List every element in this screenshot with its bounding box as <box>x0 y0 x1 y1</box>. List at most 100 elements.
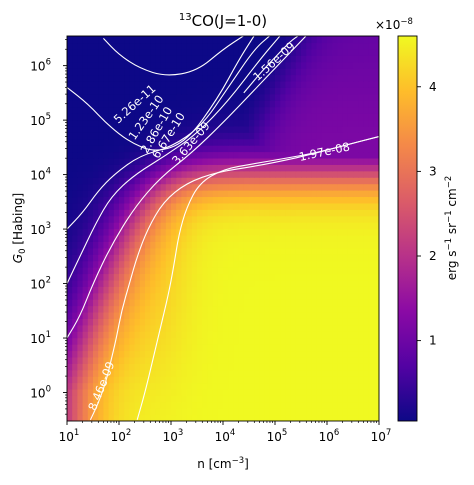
heatmap-cell <box>223 344 229 352</box>
heatmap-cell <box>93 369 99 377</box>
heatmap-cell <box>233 260 240 268</box>
heatmap-cell <box>212 267 219 275</box>
heatmap-cell <box>363 196 370 204</box>
heatmap-cell <box>155 145 162 153</box>
heatmap-cell <box>363 68 370 76</box>
heatmap-cell <box>238 74 245 82</box>
heatmap-cell <box>337 247 344 255</box>
heatmap-cell <box>332 369 338 377</box>
heatmap-cell <box>93 215 99 223</box>
heatmap-cell <box>207 247 214 255</box>
heatmap-cell <box>103 331 110 339</box>
heatmap-cell <box>207 292 214 300</box>
heatmap-cell <box>160 376 167 384</box>
heatmap-cell <box>342 61 349 69</box>
heatmap-cell <box>197 369 203 377</box>
heatmap-cell <box>119 209 125 217</box>
heatmap-cell <box>98 363 104 371</box>
y-tick-label-6: 106 <box>30 58 51 74</box>
heatmap-cell <box>103 145 110 153</box>
heatmap-cell <box>301 292 307 300</box>
heatmap-cell <box>373 356 379 364</box>
heatmap-cell <box>113 170 120 178</box>
heatmap-cell <box>72 113 78 121</box>
heatmap-cell <box>202 106 208 114</box>
heatmap-cell <box>238 138 245 146</box>
heatmap-cell <box>238 279 245 287</box>
heatmap-cell <box>87 157 94 165</box>
heatmap-cell <box>342 267 349 275</box>
heatmap-cell <box>160 344 167 352</box>
heatmap-cell <box>332 363 338 371</box>
heatmap-cell <box>275 74 281 82</box>
heatmap-cell <box>363 260 370 268</box>
heatmap-cell <box>113 401 120 409</box>
heatmap-cell <box>249 311 255 319</box>
heatmap-cell <box>280 344 286 352</box>
heatmap-cell <box>77 196 84 204</box>
heatmap-cell <box>217 395 224 403</box>
heatmap-cell <box>259 151 266 159</box>
heatmap-cell <box>249 202 255 210</box>
heatmap-cell <box>327 311 333 319</box>
heatmap-cell <box>347 311 354 319</box>
heatmap-cell <box>290 106 297 114</box>
heatmap-cell <box>285 331 292 339</box>
heatmap-cell <box>150 408 156 416</box>
heatmap-cell <box>368 209 375 217</box>
heatmap-cell <box>160 260 167 268</box>
heatmap-cell <box>342 337 349 345</box>
heatmap-cell <box>202 369 208 377</box>
heatmap-cell <box>249 74 255 82</box>
heatmap-cell <box>124 202 130 210</box>
heatmap-cell <box>139 222 146 230</box>
heatmap-cell <box>353 42 359 50</box>
heatmap-cell <box>347 177 354 185</box>
heatmap-cell <box>342 74 349 82</box>
heatmap-cell <box>139 125 146 133</box>
heatmap-cell <box>134 337 141 345</box>
heatmap-cell <box>103 414 110 421</box>
heatmap-cell <box>243 376 250 384</box>
heatmap-cell <box>160 305 167 313</box>
heatmap-cell <box>67 177 73 185</box>
heatmap-cell <box>134 234 141 242</box>
heatmap-cell <box>197 299 203 307</box>
heatmap-cell <box>311 157 318 165</box>
heatmap-cell <box>327 74 333 82</box>
heatmap-cell <box>290 145 297 153</box>
heatmap-cell <box>223 337 229 345</box>
heatmap-cell <box>358 132 364 140</box>
heatmap-cell <box>228 183 234 191</box>
heatmap-cell <box>217 222 224 230</box>
heatmap-cell <box>93 267 99 275</box>
heatmap-cell <box>98 61 104 69</box>
heatmap-cell <box>342 241 349 249</box>
heatmap-cell <box>212 363 219 371</box>
y-tick-label-2: 102 <box>30 276 51 292</box>
heatmap-cell <box>207 87 214 95</box>
heatmap-cell <box>197 55 203 63</box>
heatmap-cell <box>108 350 115 358</box>
heatmap-cell <box>347 68 354 76</box>
heatmap-cell <box>119 267 125 275</box>
heatmap-cell <box>87 222 94 230</box>
heatmap-cell <box>67 190 73 198</box>
heatmap-cell <box>207 113 214 121</box>
heatmap-cell <box>295 36 302 44</box>
heatmap-cell <box>275 190 281 198</box>
heatmap-cell <box>124 151 130 159</box>
heatmap-cell <box>171 170 177 178</box>
heatmap-cell <box>212 388 219 396</box>
heatmap-cell <box>259 388 266 396</box>
heatmap-cell <box>186 87 193 95</box>
heatmap-cell <box>186 80 193 88</box>
heatmap-cell <box>316 202 323 210</box>
heatmap-cell <box>82 331 89 339</box>
heatmap-cell <box>358 164 364 172</box>
heatmap-cell <box>108 337 115 345</box>
heatmap-cell <box>171 324 177 332</box>
heatmap-cell <box>223 222 229 230</box>
heatmap-cell <box>212 401 219 409</box>
heatmap-cell <box>285 190 292 198</box>
